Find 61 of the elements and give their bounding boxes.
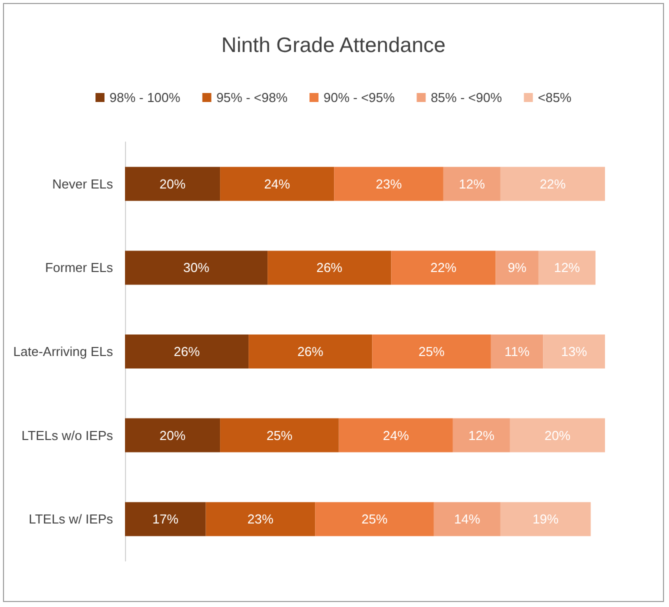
y-tick-label: Former ELs (45, 260, 114, 276)
bar (496, 250, 538, 285)
data-label: 25% (361, 512, 388, 527)
data-label: 26% (174, 344, 200, 359)
y-tick-label: LTELs w/ IEPs (28, 512, 114, 527)
bar (434, 502, 500, 536)
bar (125, 250, 268, 285)
bar (125, 418, 220, 452)
data-label: 20% (160, 428, 186, 443)
bar (543, 334, 605, 368)
data-label: 26% (297, 344, 324, 359)
data-label: 22% (540, 176, 566, 192)
y-tick-label: LTELs w/o IEPs (21, 428, 114, 443)
bar (334, 166, 444, 201)
bar (372, 334, 491, 368)
data-label: 19% (532, 512, 560, 527)
data-label: 13% (561, 344, 588, 359)
data-label: 20% (544, 428, 571, 443)
bar (268, 250, 392, 285)
bar (500, 166, 605, 201)
chart-title: Ninth Grade Attendance (221, 34, 446, 57)
data-label: 25% (418, 344, 445, 359)
bar (125, 502, 206, 536)
bar (452, 418, 510, 452)
bar (510, 418, 605, 452)
bar (443, 166, 500, 201)
bar (248, 334, 372, 368)
legend-label: 85% - <90% (430, 90, 502, 105)
data-label: 11% (504, 344, 530, 359)
data-label: 22% (430, 260, 457, 276)
data-label: 14% (454, 512, 481, 527)
data-label: 26% (316, 260, 343, 276)
bar (538, 250, 596, 285)
bar (500, 502, 591, 536)
legend-label: <85% (538, 90, 572, 105)
bar (206, 502, 316, 536)
bar (391, 250, 496, 285)
data-label: 12% (458, 176, 486, 192)
data-label: 9% (508, 260, 527, 276)
y-tick-label: Never ELs (52, 176, 114, 192)
data-label: 12% (554, 260, 580, 276)
legend-label: 95% - <98% (216, 90, 288, 105)
data-label: 23% (376, 176, 402, 192)
data-label: 24% (264, 176, 291, 192)
bar (315, 502, 434, 536)
bar (125, 334, 249, 368)
y-tick-label: Late-Arriving ELs (13, 344, 114, 359)
bar (490, 334, 544, 368)
legend-label: 98% - 100% (110, 90, 181, 105)
data-label: 20% (160, 176, 186, 192)
data-label: 24% (382, 428, 410, 443)
bar (220, 418, 339, 452)
bar (220, 166, 334, 201)
data-label: 12% (468, 428, 495, 443)
bar (125, 166, 220, 201)
data-label: 30% (183, 260, 210, 276)
bar (338, 418, 453, 452)
data-label: 25% (266, 428, 293, 443)
data-label: 17% (152, 512, 179, 527)
data-label: 23% (247, 512, 274, 527)
legend-label: 90% - <95% (324, 90, 396, 105)
